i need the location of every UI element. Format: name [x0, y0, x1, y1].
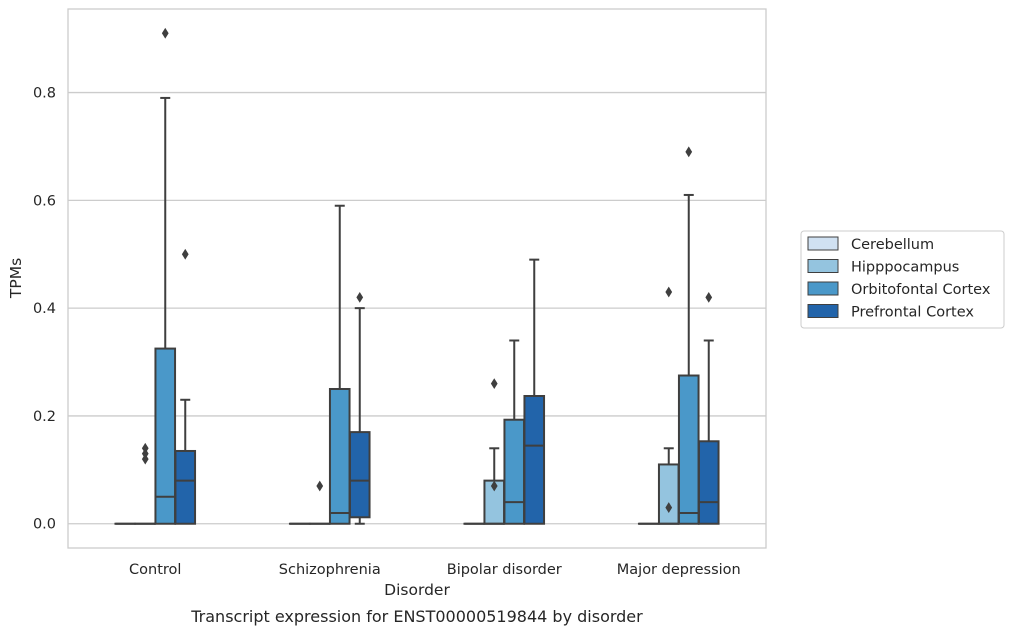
- series-orbitofontal-cortex: [154, 27, 700, 525]
- legend-label: Hipppocampus: [851, 260, 959, 276]
- outlier-point: [490, 480, 498, 492]
- x-axis-title: Disorder: [384, 581, 450, 599]
- box: [348, 431, 371, 519]
- x-tick-label: Schizophrenia: [279, 562, 381, 578]
- box-group: [523, 258, 546, 525]
- outlier-point: [665, 502, 673, 513]
- legend-label: Cerebellum: [851, 237, 934, 253]
- legend-item: Orbitofontal Cortex: [807, 281, 991, 298]
- box: [523, 395, 546, 525]
- plot-frame: [67, 8, 767, 549]
- legend-label: Prefrontal Cortex: [851, 305, 974, 321]
- x-tick-label: Major depression: [617, 562, 741, 578]
- outlier-point: [665, 286, 673, 298]
- outlier-point: [490, 378, 498, 390]
- legend: Cerebellum Hipppocampus Orbitofontal Corte…: [800, 230, 1005, 329]
- box-group: [348, 291, 371, 525]
- box: [657, 463, 680, 525]
- box-group: [677, 146, 700, 525]
- y-tick-label: 0.4: [33, 301, 56, 317]
- outlier-point: [685, 146, 693, 158]
- outlier-point: [161, 27, 169, 39]
- box-group: [134, 442, 157, 525]
- legend-swatch: [807, 236, 839, 251]
- series-hipppocampus: [134, 286, 680, 525]
- box-group: [174, 248, 197, 525]
- box-group: [154, 27, 177, 525]
- outlier-point: [316, 480, 324, 492]
- box: [328, 387, 351, 525]
- x-tick-label: Control: [129, 562, 181, 578]
- series-prefrontal-cortex: [174, 248, 720, 525]
- legend-swatch: [807, 304, 839, 318]
- box-series: [114, 27, 720, 525]
- box-group: [308, 480, 331, 525]
- x-axis-ticks: Control Schizophrenia Bipolar disorder Majo…: [129, 562, 741, 578]
- y-tick-label: 0.0: [33, 517, 56, 533]
- outlier-point: [181, 248, 189, 260]
- legend-frame: [800, 230, 1005, 329]
- outlier-point: [141, 442, 149, 454]
- box: [154, 347, 177, 525]
- legend-swatch: [807, 259, 839, 273]
- box: [503, 418, 526, 525]
- y-tick-label: 0.6: [33, 193, 56, 209]
- legend-item: Hipppocampus: [807, 259, 959, 276]
- outlier-point: [705, 291, 713, 303]
- legend-item: Cerebellum: [807, 236, 934, 253]
- legend-item: Prefrontal Cortex: [807, 304, 974, 321]
- y-axis-ticks: 0.0 0.2 0.4 0.6 0.8: [33, 86, 56, 533]
- box-group: [697, 291, 720, 525]
- box: [677, 374, 700, 525]
- outlier-point: [356, 291, 364, 303]
- y-tick-label: 0.8: [33, 86, 56, 102]
- legend-swatch: [807, 281, 839, 296]
- legend-label: Orbitofontal Cortex: [851, 282, 991, 298]
- x-tick-label: Bipolar disorder: [447, 562, 562, 578]
- chart-caption: Transcript expression for ENST0000051984…: [190, 607, 643, 626]
- box: [697, 440, 720, 525]
- box-group: [503, 339, 526, 525]
- y-axis-title: TPMs: [7, 258, 25, 299]
- y-tick-label: 0.2: [33, 409, 56, 425]
- box: [174, 449, 197, 525]
